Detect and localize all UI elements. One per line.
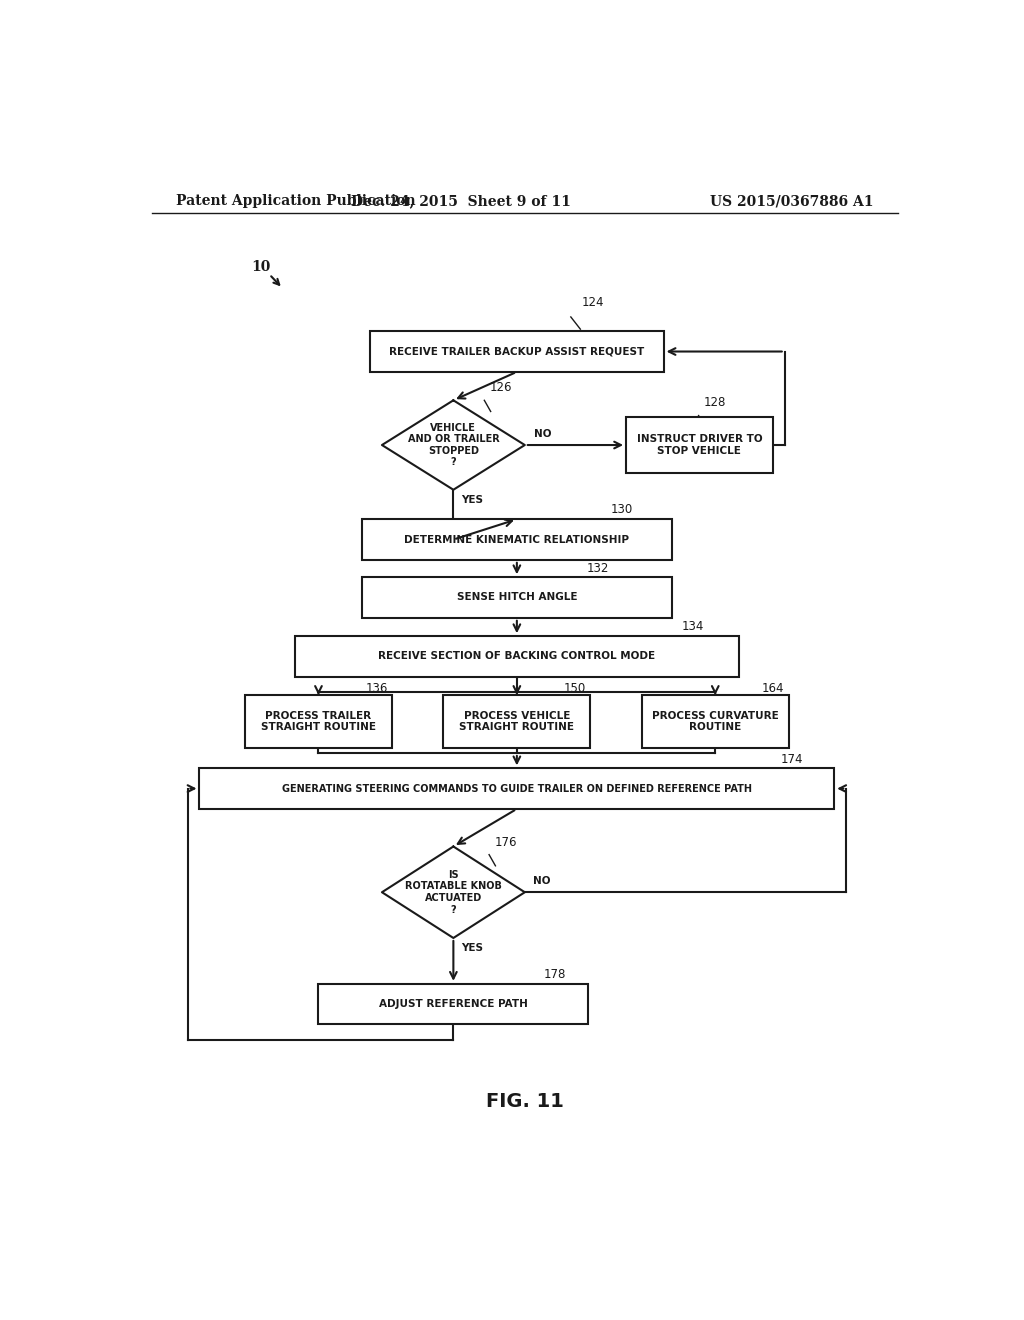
Text: PROCESS VEHICLE
STRAIGHT ROUTINE: PROCESS VEHICLE STRAIGHT ROUTINE [460, 710, 574, 733]
FancyBboxPatch shape [200, 768, 835, 809]
Text: 128: 128 [705, 396, 727, 409]
Text: NO: NO [535, 429, 552, 440]
Text: INSTRUCT DRIVER TO
STOP VEHICLE: INSTRUCT DRIVER TO STOP VEHICLE [637, 434, 762, 455]
Text: YES: YES [461, 942, 483, 953]
Text: 136: 136 [366, 682, 388, 696]
FancyBboxPatch shape [642, 696, 788, 748]
FancyBboxPatch shape [626, 417, 773, 473]
Text: 176: 176 [495, 836, 517, 849]
Text: RECEIVE TRAILER BACKUP ASSIST REQUEST: RECEIVE TRAILER BACKUP ASSIST REQUEST [389, 347, 644, 356]
FancyBboxPatch shape [295, 636, 739, 677]
FancyBboxPatch shape [245, 696, 392, 748]
Text: 150: 150 [563, 682, 586, 696]
FancyBboxPatch shape [362, 519, 672, 560]
Text: 132: 132 [587, 562, 609, 576]
Text: Dec. 24, 2015  Sheet 9 of 11: Dec. 24, 2015 Sheet 9 of 11 [351, 194, 571, 209]
Text: 134: 134 [682, 620, 705, 634]
Text: VEHICLE
AND OR TRAILER
STOPPED
?: VEHICLE AND OR TRAILER STOPPED ? [408, 422, 500, 467]
Text: 178: 178 [544, 968, 566, 981]
Text: 174: 174 [780, 754, 803, 766]
Text: YES: YES [461, 495, 483, 504]
Text: IS
ROTATABLE KNOB
ACTUATED
?: IS ROTATABLE KNOB ACTUATED ? [404, 870, 502, 915]
Text: GENERATING STEERING COMMANDS TO GUIDE TRAILER ON DEFINED REFERENCE PATH: GENERATING STEERING COMMANDS TO GUIDE TR… [282, 784, 752, 793]
Polygon shape [382, 400, 524, 490]
Text: FIG. 11: FIG. 11 [485, 1092, 564, 1111]
Text: PROCESS CURVATURE
ROUTINE: PROCESS CURVATURE ROUTINE [652, 710, 778, 733]
Text: 10: 10 [251, 260, 270, 275]
Text: RECEIVE SECTION OF BACKING CONTROL MODE: RECEIVE SECTION OF BACKING CONTROL MODE [378, 652, 655, 661]
Text: ADJUST REFERENCE PATH: ADJUST REFERENCE PATH [379, 999, 527, 1008]
FancyBboxPatch shape [443, 696, 590, 748]
Polygon shape [382, 846, 524, 939]
Text: NO: NO [532, 876, 550, 886]
FancyBboxPatch shape [362, 577, 672, 618]
Text: 130: 130 [610, 503, 633, 516]
Text: Patent Application Publication: Patent Application Publication [176, 194, 416, 209]
Text: PROCESS TRAILER
STRAIGHT ROUTINE: PROCESS TRAILER STRAIGHT ROUTINE [261, 710, 376, 733]
FancyBboxPatch shape [370, 331, 664, 372]
Text: US 2015/0367886 A1: US 2015/0367886 A1 [711, 194, 873, 209]
Text: 124: 124 [582, 296, 604, 309]
Text: 126: 126 [489, 381, 512, 395]
Text: SENSE HITCH ANGLE: SENSE HITCH ANGLE [457, 593, 578, 602]
Text: 164: 164 [762, 682, 784, 696]
Text: DETERMINE KINEMATIC RELATIONSHIP: DETERMINE KINEMATIC RELATIONSHIP [404, 535, 630, 545]
FancyBboxPatch shape [318, 983, 588, 1024]
